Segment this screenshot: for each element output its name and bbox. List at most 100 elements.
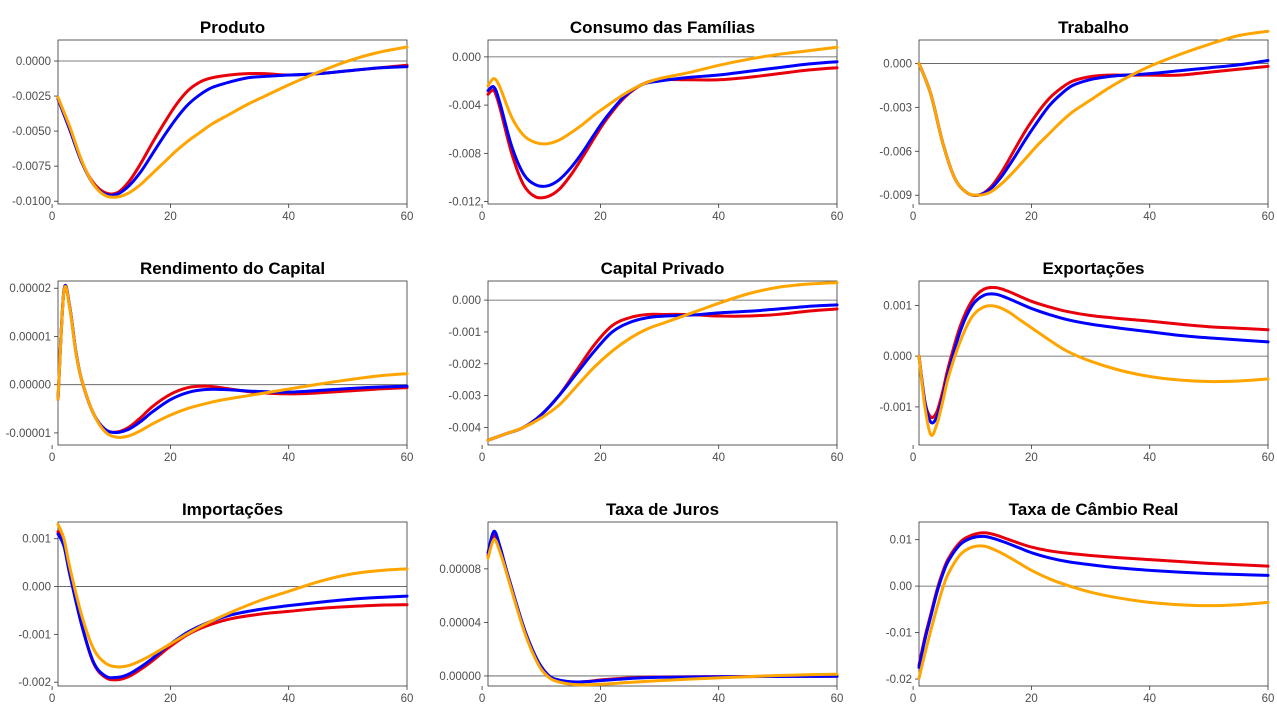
y-tick-label: -0.001 — [448, 327, 481, 339]
panel-title: Trabalho — [1058, 18, 1129, 37]
panel-4: Rendimento do Capital 0.00002 0.00001 0.000… — [6, 259, 414, 464]
panel-title: Taxa de Câmbio Real — [1009, 500, 1179, 519]
x-tick-label: 20 — [594, 693, 607, 704]
panel-title: Importações — [182, 500, 283, 519]
series-line-3 — [56, 522, 409, 669]
x-tick-label: 0 — [479, 452, 485, 464]
plot-frame — [487, 39, 838, 205]
x-tick-label: 0 — [479, 693, 485, 704]
y-tick-label: -0.02 — [886, 674, 912, 686]
y-tick-label: 0.000 — [452, 295, 481, 307]
y-tick-label: -0.003 — [448, 391, 481, 403]
panel-title: Produto — [200, 18, 265, 37]
x-tick-label: 0 — [49, 211, 55, 223]
y-tick-label: 0.000 — [452, 52, 481, 64]
y-tick-label: 0.00000 — [439, 671, 481, 683]
y-tick-label: 0.00002 — [9, 283, 51, 295]
x-tick-label: 60 — [1262, 211, 1275, 223]
series-line-2 — [486, 60, 839, 188]
y-tick-label: 0.0000 — [16, 56, 51, 68]
series-line-2 — [56, 532, 409, 680]
panel-title: Consumo das Famílias — [570, 18, 755, 37]
x-tick-label: 60 — [831, 452, 844, 464]
x-tick-label: 60 — [401, 693, 414, 704]
series-line-2 — [917, 534, 1270, 669]
x-tick-label: 20 — [594, 211, 607, 223]
panel-9: Taxa de Câmbio Real 0.01 0.00 -0.01 -0.02 0 20… — [886, 500, 1275, 704]
x-tick-label: 0 — [910, 452, 916, 464]
series-line-3 — [917, 304, 1270, 437]
x-tick-label: 40 — [1143, 693, 1156, 704]
x-tick-label: 20 — [1025, 693, 1038, 704]
series-line-1 — [486, 66, 839, 200]
panel-8: Taxa de Juros 0.00008 0.00004 0.00000 0 20 40 6… — [439, 500, 843, 704]
panel-title: Rendimento do Capital — [140, 259, 325, 278]
y-tick-label: -0.001 — [18, 629, 51, 641]
panel-1: Produto 0.0000 -0.0025 -0.0050 -0.0075 -0.010… — [12, 18, 413, 223]
x-tick-label: 60 — [831, 211, 844, 223]
y-tick-label: -0.0100 — [12, 196, 51, 208]
y-tick-label: -0.0050 — [12, 126, 51, 138]
y-tick-label: 0.00008 — [439, 564, 481, 576]
panel-title: Exportações — [1042, 259, 1144, 278]
y-tick-label: 0.00 — [890, 581, 912, 593]
y-tick-label: -0.006 — [879, 146, 912, 158]
y-tick-label: 0.00000 — [9, 380, 51, 392]
y-tick-label: 0.00001 — [9, 331, 51, 343]
panel-7: Importações 0.001 0.000 -0.001 -0.002 0 20 40 60 — [18, 500, 413, 704]
y-tick-label: 0.000 — [883, 58, 912, 70]
x-tick-label: 20 — [594, 452, 607, 464]
plot-frame — [918, 39, 1269, 205]
y-tick-label: -0.002 — [18, 677, 51, 689]
y-tick-label: -0.003 — [879, 102, 912, 114]
x-tick-label: 20 — [1025, 211, 1038, 223]
x-tick-label: 60 — [1262, 693, 1275, 704]
series-line-3 — [486, 281, 839, 442]
y-tick-label: -0.00001 — [6, 428, 51, 440]
series-line-3 — [56, 284, 409, 439]
series-line-2 — [486, 303, 839, 442]
x-tick-label: 20 — [1025, 452, 1038, 464]
panel-5: Capital Privado 0.000 -0.001 -0.002 -0.003 -0… — [448, 259, 843, 464]
y-tick-label: -0.009 — [879, 190, 912, 202]
x-tick-label: 40 — [712, 211, 725, 223]
panel-3: Trabalho 0.000 -0.003 -0.006 -0.009 0 20 40 60 — [879, 18, 1274, 223]
y-tick-label: 0.001 — [22, 534, 51, 546]
x-tick-label: 40 — [1143, 452, 1156, 464]
x-tick-label: 0 — [49, 693, 55, 704]
x-tick-label: 40 — [282, 452, 295, 464]
plot-frame — [487, 280, 838, 446]
y-tick-label: 0.000 — [22, 582, 51, 594]
x-tick-label: 60 — [401, 211, 414, 223]
series-line-3 — [917, 29, 1270, 197]
y-tick-label: 0.00004 — [439, 617, 481, 629]
panel-title: Capital Privado — [601, 259, 725, 278]
y-tick-label: -0.0025 — [12, 91, 51, 103]
x-tick-label: 20 — [164, 211, 177, 223]
plot-frame — [918, 521, 1269, 687]
y-tick-label: -0.002 — [448, 359, 481, 371]
x-tick-label: 0 — [910, 211, 916, 223]
x-tick-label: 20 — [164, 452, 177, 464]
y-tick-label: -0.004 — [448, 100, 481, 112]
plot-frame — [57, 280, 408, 446]
y-tick-label: -0.01 — [886, 628, 912, 640]
plot-frame — [57, 521, 408, 687]
series-line-3 — [486, 45, 839, 146]
x-tick-label: 20 — [164, 693, 177, 704]
y-tick-label: -0.012 — [448, 197, 481, 209]
plot-frame — [487, 521, 838, 687]
y-tick-label: -0.0075 — [12, 161, 51, 173]
panel-title: Taxa de Juros — [606, 500, 719, 519]
y-tick-label: -0.008 — [448, 148, 481, 160]
x-tick-label: 60 — [1262, 452, 1275, 464]
x-tick-label: 60 — [401, 452, 414, 464]
x-tick-label: 0 — [910, 693, 916, 704]
x-tick-label: 40 — [712, 452, 725, 464]
plot-frame — [57, 39, 408, 205]
series-line-3 — [917, 544, 1270, 680]
x-tick-label: 40 — [712, 693, 725, 704]
y-tick-label: -0.004 — [448, 422, 481, 434]
y-tick-label: 0.001 — [883, 300, 912, 312]
